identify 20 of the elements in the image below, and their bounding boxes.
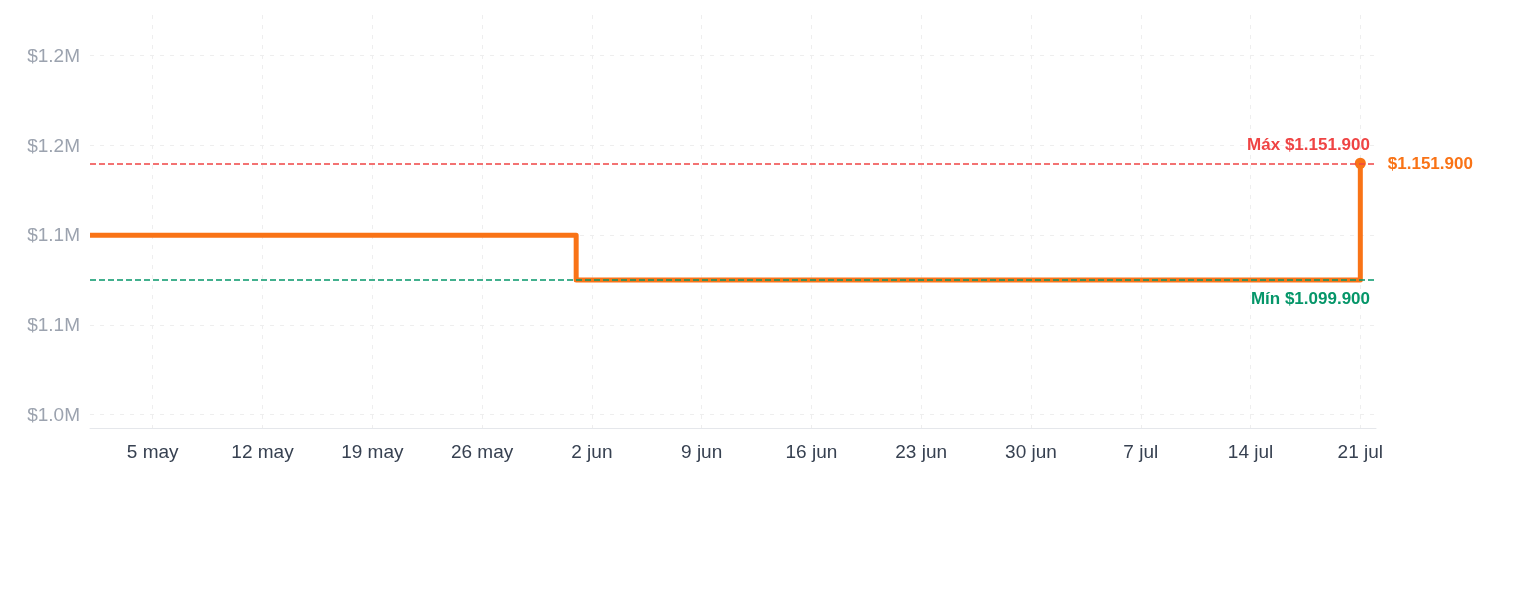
x-tick-label: 14 jul	[1227, 441, 1274, 462]
x-tick-label: 5 may	[126, 441, 180, 462]
y-tick-label: $1.2M	[27, 134, 80, 156]
data-label: $1.151.900	[1387, 153, 1473, 173]
y-tick-label: $1.2M	[27, 44, 80, 66]
ref-line-label: Mín $1.099.900	[1250, 289, 1370, 309]
x-tick-label: 2 jun	[571, 441, 613, 462]
x-tick-label: 23 jun	[895, 441, 948, 462]
x-tick-label: 21 jul	[1337, 441, 1384, 462]
x-tick-label: 12 may	[231, 441, 295, 462]
x-tick-label: 7 jul	[1123, 441, 1159, 462]
y-tick-label: $1.0M	[27, 404, 80, 426]
x-tick-label: 30 jun	[1005, 441, 1057, 462]
x-tick-label: 9 jun	[681, 441, 723, 462]
x-tick-label: 16 jun	[785, 441, 838, 462]
x-tick-label: 19 may	[341, 441, 404, 462]
y-tick-label: $1.1M	[27, 224, 80, 246]
y-tick-label: $1.1M	[27, 314, 80, 336]
x-tick-label: 26 may	[450, 441, 514, 462]
ref-line-label: Máx $1.151.900	[1247, 135, 1370, 155]
